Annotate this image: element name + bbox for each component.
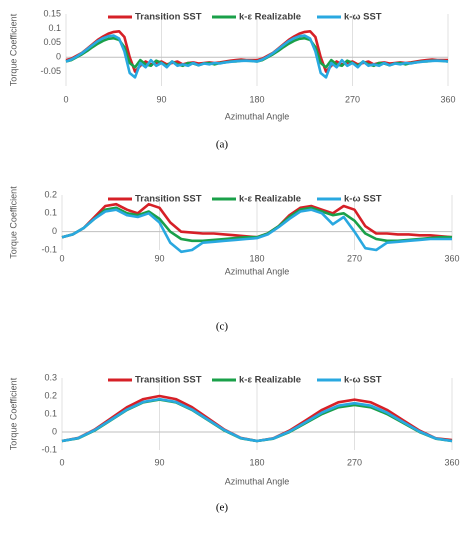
- x-tick-label: 90: [154, 457, 164, 467]
- y-tick-label: 0: [56, 52, 61, 62]
- y-axis-label: Torque Coefficient: [8, 13, 18, 86]
- legend-label: Transition SST: [135, 194, 202, 205]
- y-tick-label: 0.2: [44, 390, 57, 400]
- y-tick-label: 0: [52, 226, 57, 236]
- legend-label: Transition SST: [135, 375, 202, 386]
- x-tick-label: 360: [444, 457, 459, 467]
- y-axis-label: Torque Coefficient: [8, 377, 18, 450]
- y-tick-label: 0.3: [44, 372, 57, 382]
- x-tick-label: 360: [440, 94, 455, 104]
- caption: (e): [216, 502, 229, 514]
- x-axis-label: Azimuthal Angle: [225, 266, 290, 276]
- y-tick-label: 0.15: [43, 8, 61, 18]
- y-tick-label: 0.2: [44, 189, 57, 199]
- y-tick-label: -0.1: [41, 244, 57, 254]
- x-tick-label: 0: [59, 457, 64, 467]
- series-line: [61, 397, 453, 443]
- x-tick-label: 0: [59, 253, 64, 263]
- caption: (c): [216, 321, 229, 333]
- x-tick-label: 90: [156, 94, 166, 104]
- y-tick-label: -0.1: [41, 444, 57, 454]
- x-tick-label: 0: [63, 94, 68, 104]
- x-tick-label: 90: [154, 253, 164, 263]
- x-axis-label: Azimuthal Angle: [225, 476, 290, 486]
- y-tick-label: 0.1: [48, 23, 61, 33]
- y-tick-label: 0: [52, 426, 57, 436]
- x-tick-label: 360: [444, 253, 459, 263]
- y-axis-label: Torque Coefficient: [8, 186, 18, 259]
- caption: (a): [216, 139, 229, 151]
- y-tick-label: 0.1: [44, 208, 57, 218]
- legend-label: k-ε Realizable: [239, 194, 301, 205]
- y-tick-label: 0.05: [43, 37, 61, 47]
- legend-label: k-ω SST: [344, 375, 382, 386]
- legend-label: k-ε Realizable: [239, 375, 301, 386]
- legend-label: k-ω SST: [344, 12, 382, 23]
- x-tick-label: 270: [347, 253, 362, 263]
- series-line: [65, 34, 449, 79]
- legend-label: k-ε Realizable: [239, 12, 301, 23]
- y-tick-label: 0.1: [44, 408, 57, 418]
- x-axis-label: Azimuthal Angle: [225, 111, 290, 121]
- legend-label: Transition SST: [135, 12, 202, 23]
- x-tick-label: 270: [345, 94, 360, 104]
- series-line: [61, 208, 452, 254]
- y-tick-label: -0.05: [40, 66, 61, 76]
- x-tick-label: 180: [249, 94, 264, 104]
- legend-label: k-ω SST: [344, 194, 382, 205]
- x-tick-label: 270: [347, 457, 362, 467]
- x-tick-label: 180: [249, 253, 264, 263]
- x-tick-label: 180: [249, 457, 264, 467]
